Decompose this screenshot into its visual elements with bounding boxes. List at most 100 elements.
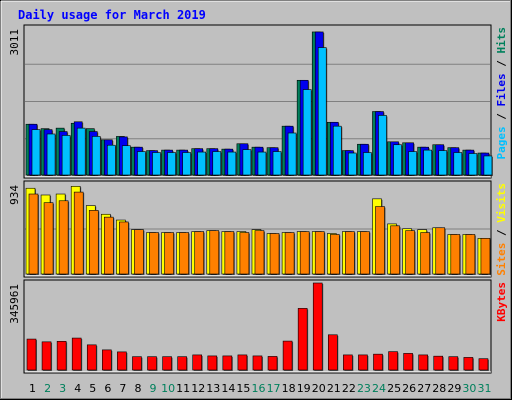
bar-sites-day-8 (134, 229, 144, 275)
bar-kbytes-day-19 (297, 308, 308, 371)
bar-sites-day-4 (73, 191, 84, 275)
x-tick-label: 22 (342, 382, 356, 395)
x-tick-label: 24 (372, 382, 386, 395)
x-tick-label: 25 (387, 382, 401, 395)
bar-kbytes-day-24 (373, 353, 383, 371)
bar-pages-day-27 (423, 149, 432, 176)
bar-sites-day-19 (299, 231, 310, 275)
x-tick-label: 1 (29, 382, 36, 395)
bar-pages-day-14 (227, 151, 237, 176)
legend-sites: Sites (495, 243, 508, 276)
legend-hits: Hits (495, 27, 508, 54)
x-tick-label: 10 (161, 382, 175, 395)
bar-kbytes-day-30 (463, 357, 474, 371)
bar-pages-day-10 (167, 152, 176, 176)
bar-sites-day-9 (149, 232, 159, 275)
bar-kbytes-day-14 (222, 355, 233, 371)
bar-sites-day-22 (345, 231, 355, 275)
bar-kbytes-day-12 (192, 354, 203, 371)
bar-kbytes-day-15 (237, 354, 248, 371)
x-tick-label: 11 (176, 382, 190, 395)
x-tick-label: 17 (267, 382, 281, 395)
bar-kbytes-day-11 (177, 356, 187, 371)
bar-kbytes-day-13 (207, 355, 218, 371)
bar-kbytes-day-23 (358, 354, 368, 371)
bar-sites-day-11 (179, 232, 189, 275)
x-tick-label: 4 (74, 382, 81, 395)
bar-sites-day-21 (329, 234, 340, 275)
x-tick-label: 27 (417, 382, 431, 395)
x-tick-label: 2 (44, 382, 51, 395)
bar-sites-day-20 (314, 231, 325, 275)
bar-sites-day-6 (104, 216, 114, 275)
bar-sites-day-29 (450, 234, 461, 275)
bar-sites-day-14 (224, 231, 235, 275)
bar-kbytes-day-5 (86, 344, 97, 371)
legend-separator: / (495, 54, 508, 74)
bar-sites-day-30 (465, 234, 476, 275)
x-tick-label: 31 (477, 382, 491, 395)
legend-kbytes: KBytes (495, 282, 508, 322)
bar-sites-day-28 (435, 227, 446, 275)
bar-sites-day-10 (164, 232, 174, 275)
bar-sites-day-2 (43, 202, 54, 275)
bar-kbytes-day-9 (147, 356, 157, 371)
bar-kbytes-day-31 (478, 358, 489, 371)
legend-files: Files (495, 73, 508, 106)
x-tick-label: 6 (104, 382, 111, 395)
x-tick-label: 26 (402, 382, 416, 395)
bar-kbytes-day-28 (433, 355, 444, 371)
bar-kbytes-day-29 (448, 356, 459, 371)
bar-sites-day-3 (58, 200, 69, 275)
bar-pages-day-17 (272, 151, 282, 176)
bar-pages-day-8 (137, 151, 146, 176)
bar-pages-day-11 (182, 152, 191, 176)
bar-pages-day-12 (197, 151, 207, 176)
bar-kbytes-day-10 (162, 356, 172, 371)
legend-visits: Visits (495, 183, 508, 223)
x-tick-label: 29 (447, 382, 461, 395)
x-tick-label: 16 (252, 382, 266, 395)
y-max-label: 934 (8, 185, 21, 205)
bar-sites-day-12 (194, 231, 205, 275)
bar-kbytes-day-25 (388, 351, 398, 371)
bar-pages-day-6 (107, 144, 116, 176)
y-max-label: 3011 (8, 29, 21, 56)
bar-kbytes-day-21 (327, 334, 338, 371)
bar-kbytes-day-17 (267, 356, 278, 371)
bar-pages-day-5 (91, 136, 101, 176)
panel-legend: KBytes (495, 282, 508, 322)
panel-legend: Sites / Visits (495, 183, 508, 276)
bar-sites-day-16 (254, 230, 265, 275)
bar-kbytes-day-8 (132, 356, 142, 371)
bar-kbytes-day-7 (117, 351, 127, 371)
x-tick-label: 5 (89, 382, 96, 395)
x-tick-label: 30 (462, 382, 476, 395)
bar-kbytes-day-1 (26, 338, 37, 371)
bar-sites-day-24 (375, 206, 385, 275)
y-max-label: 345961 (8, 284, 21, 324)
bar-pages-day-31 (483, 155, 493, 176)
panel-3: 345961 KBytes (8, 279, 508, 374)
bar-kbytes-day-18 (282, 340, 293, 371)
chart-title: Daily usage for March 2019 (18, 8, 206, 22)
bar-pages-day-18 (287, 132, 297, 176)
legend-pages: Pages (495, 126, 508, 159)
bar-pages-day-24 (378, 115, 387, 176)
x-tick-label: 21 (327, 382, 341, 395)
x-tick-label: 18 (282, 382, 296, 395)
bar-pages-day-13 (212, 151, 222, 176)
x-tick-label: 3 (59, 382, 66, 395)
bar-pages-day-9 (152, 152, 161, 176)
bar-pages-day-1 (31, 129, 41, 176)
panels-layer: 3011 Pages / Files / Hits 934 Sites / Visit… (8, 24, 508, 374)
x-tick-label: 7 (119, 382, 126, 395)
bar-sites-day-23 (360, 231, 370, 275)
bar-pages-day-16 (257, 151, 267, 176)
bar-kbytes-day-16 (252, 355, 263, 371)
bar-sites-day-26 (405, 230, 415, 275)
x-axis-labels: 1 2 3 4 5 6 7 8 9 10 11 12 13 14 15 16 17 18 19 20 21 22 23 24 2… (29, 382, 491, 395)
x-tick-label: 23 (357, 382, 371, 395)
x-tick-label: 15 (236, 382, 250, 395)
